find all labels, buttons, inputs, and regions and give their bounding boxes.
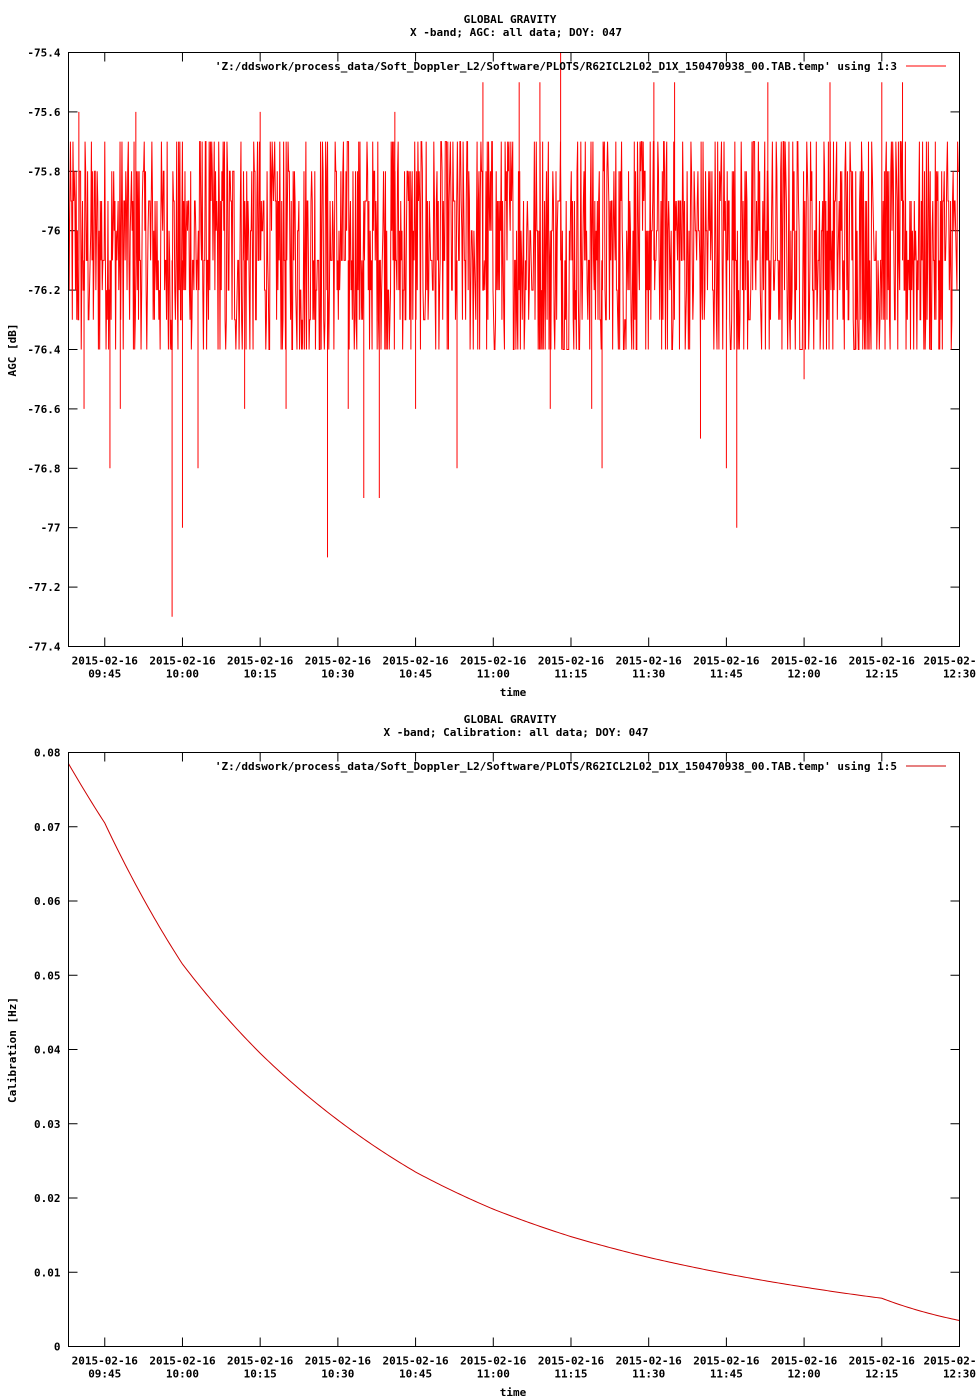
agc-title: GLOBAL GRAVITY [464, 13, 557, 26]
x-tick-date-label: 2015-02-16 [305, 655, 372, 668]
x-tick-time-label: 12:15 [865, 668, 898, 681]
agc-subtitle: X -band; AGC: all data; DOY: 047 [410, 26, 622, 39]
x-tick-date-label: 2015-02-16 [771, 1355, 838, 1368]
y-tick-label: -77 [41, 522, 61, 535]
y-tick-label: -76.8 [27, 462, 60, 475]
x-tick-time-label: 09:45 [88, 668, 121, 681]
x-tick-date-label: 2015-02-16 [849, 1355, 916, 1368]
y-tick-label: 0.01 [34, 1266, 61, 1279]
x-tick-time-label: 10:00 [166, 1368, 199, 1381]
y-tick-label: -76.2 [27, 284, 60, 297]
x-tick-date-label: 2015-02-16 [460, 1355, 527, 1368]
agc-legend-label: 'Z:/ddswork/process_data/Soft_Doppler_L2… [215, 60, 897, 73]
y-tick-label: -77.2 [27, 581, 60, 594]
x-tick-date-label: 2015-02-16 [382, 1355, 449, 1368]
series-line [68, 52, 960, 617]
x-tick-time-label: 10:15 [244, 668, 277, 681]
series-line [68, 763, 960, 1321]
x-tick-time-label: 10:30 [321, 668, 354, 681]
x-tick-time-label: 10:45 [399, 1368, 432, 1381]
x-tick-date-label: 2015-02-16 [771, 655, 838, 668]
y-tick-label: 0.06 [34, 895, 61, 908]
cal-y-axis: 0.08 0.07 0.06 0.05 0.04 0.03 0.02 0.01 0 [34, 747, 960, 1354]
cal-x-label: time [500, 1386, 527, 1399]
x-tick-time-label: 12:30 [943, 1368, 976, 1381]
x-tick-date-label: 2015-02-16 [693, 1355, 760, 1368]
y-tick-label: 0.03 [34, 1118, 61, 1131]
x-tick-date-label: 2015-02-16 [460, 655, 527, 668]
x-tick-time-label: 10:15 [244, 1368, 277, 1381]
x-tick-date-label: 2015-02-16 [538, 655, 605, 668]
agc-x-axis: 2015-02-1609:452015-02-1610:002015-02-16… [72, 52, 977, 681]
x-tick-time-label: 12:00 [788, 668, 821, 681]
x-tick-date-label: 2015-02-16 [616, 655, 683, 668]
cal-y-label: Calibration [Hz] [6, 997, 19, 1103]
y-tick-label: 0.05 [34, 969, 61, 982]
x-tick-date-label: 2015-02-16 [382, 655, 449, 668]
x-tick-date-label: 2015-02-16 [227, 655, 294, 668]
x-tick-date-label: 2015-02-16 [72, 655, 139, 668]
agc-series-group [68, 52, 960, 617]
x-tick-time-label: 11:15 [554, 1368, 587, 1381]
y-tick-label: -76 [41, 225, 61, 238]
x-tick-date-label: 2015-02-16 [305, 1355, 372, 1368]
y-tick-label: -76.4 [27, 344, 60, 357]
x-tick-date-label: 2015-02- [924, 655, 977, 668]
y-tick-label: -75.4 [27, 47, 60, 60]
cal-subtitle: X -band; Calibration: all data; DOY: 047 [384, 726, 649, 739]
x-tick-date-label: 2015-02-16 [227, 1355, 294, 1368]
x-tick-date-label: 2015-02-16 [616, 1355, 683, 1368]
x-tick-date-label: 2015-02-16 [149, 655, 216, 668]
cal-series-group [68, 763, 960, 1321]
x-tick-time-label: 10:45 [399, 668, 432, 681]
agc-x-label: time [500, 686, 527, 699]
cal-plot-frame [68, 752, 960, 1347]
x-tick-time-label: 11:00 [477, 668, 510, 681]
x-tick-time-label: 11:45 [710, 1368, 743, 1381]
x-tick-date-label: 2015-02-16 [72, 1355, 139, 1368]
x-tick-time-label: 11:30 [632, 1368, 665, 1381]
y-tick-label: -77.4 [27, 641, 60, 654]
cal-title: GLOBAL GRAVITY [464, 713, 557, 726]
y-tick-label: 0 [54, 1341, 61, 1354]
y-tick-label: 0.02 [34, 1192, 61, 1205]
agc-y-axis: -75.4 -75.6 -75.8 -76 -76.2 -76.4 -76.6 -76.8 -7… [27, 47, 960, 654]
x-tick-date-label: 2015-02-16 [693, 655, 760, 668]
y-tick-label: 0.07 [34, 821, 61, 834]
agc-chart: GLOBAL GRAVITY X -band; AGC: all data; D… [6, 13, 976, 699]
y-tick-label: -75.8 [27, 165, 60, 178]
y-tick-label: 0.04 [34, 1044, 61, 1057]
y-tick-label: 0.08 [34, 747, 61, 760]
cal-legend-label: 'Z:/ddswork/process_data/Soft_Doppler_L2… [215, 760, 897, 773]
x-tick-time-label: 11:15 [554, 668, 587, 681]
calibration-chart: GLOBAL GRAVITY X -band; Calibration: all… [6, 713, 976, 1399]
agc-plot-frame [68, 52, 960, 647]
y-tick-label: -76.6 [27, 403, 60, 416]
x-tick-time-label: 12:30 [943, 668, 976, 681]
cal-x-axis: 2015-02-1609:452015-02-1610:002015-02-16… [72, 752, 977, 1381]
x-tick-time-label: 11:00 [477, 1368, 510, 1381]
x-tick-time-label: 09:45 [88, 1368, 121, 1381]
x-tick-time-label: 10:00 [166, 668, 199, 681]
x-tick-date-label: 2015-02-16 [849, 655, 916, 668]
x-tick-time-label: 12:00 [788, 1368, 821, 1381]
x-tick-date-label: 2015-02-16 [538, 1355, 605, 1368]
x-tick-date-label: 2015-02- [924, 1355, 977, 1368]
x-tick-time-label: 11:30 [632, 668, 665, 681]
x-tick-time-label: 10:30 [321, 1368, 354, 1381]
agc-y-label: AGC [dB] [6, 324, 19, 377]
x-tick-time-label: 11:45 [710, 668, 743, 681]
y-tick-label: -75.6 [27, 106, 60, 119]
x-tick-time-label: 12:15 [865, 1368, 898, 1381]
x-tick-date-label: 2015-02-16 [149, 1355, 216, 1368]
